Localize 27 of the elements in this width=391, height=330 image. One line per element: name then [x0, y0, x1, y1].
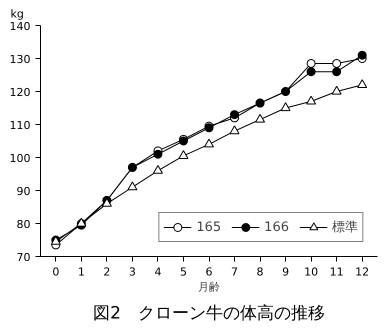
- x-axis-title: 月齢: [198, 280, 220, 294]
- legend-label: 166: [264, 220, 289, 234]
- x-tick-label: 1: [78, 266, 85, 278]
- legend-label: 標準: [332, 219, 358, 236]
- x-tick-label: 0: [52, 266, 60, 278]
- x-tick-label: 3: [128, 266, 136, 278]
- x-tick-label: 7: [231, 266, 238, 278]
- x-tick-label: 9: [282, 266, 290, 278]
- y-axis-title: kg: [10, 8, 24, 20]
- x-tick-label: 2: [103, 266, 110, 278]
- y-tick-label: 90: [16, 185, 31, 198]
- x-tick-label: 5: [180, 266, 187, 278]
- x-tick-label: 11: [330, 266, 344, 278]
- x-tick-label: 12: [355, 266, 370, 278]
- y-tick-label: 80: [16, 218, 31, 231]
- x-tick-label: 4: [154, 266, 162, 278]
- y-tick-label: 100: [10, 152, 31, 165]
- y-tick-label: 70: [16, 251, 31, 264]
- x-tick-label: 8: [256, 266, 264, 278]
- y-tick-label: 130: [10, 53, 31, 66]
- x-tick-label: 6: [206, 266, 212, 278]
- text: 図2 クローン牛の体高の推移: [93, 304, 325, 324]
- y-tick-label: 120: [10, 86, 31, 99]
- y-tick-label: 140: [10, 20, 31, 33]
- legend-label: 165: [196, 220, 222, 234]
- y-tick-label: 110: [10, 119, 31, 132]
- x-tick-label: 10: [304, 266, 318, 278]
